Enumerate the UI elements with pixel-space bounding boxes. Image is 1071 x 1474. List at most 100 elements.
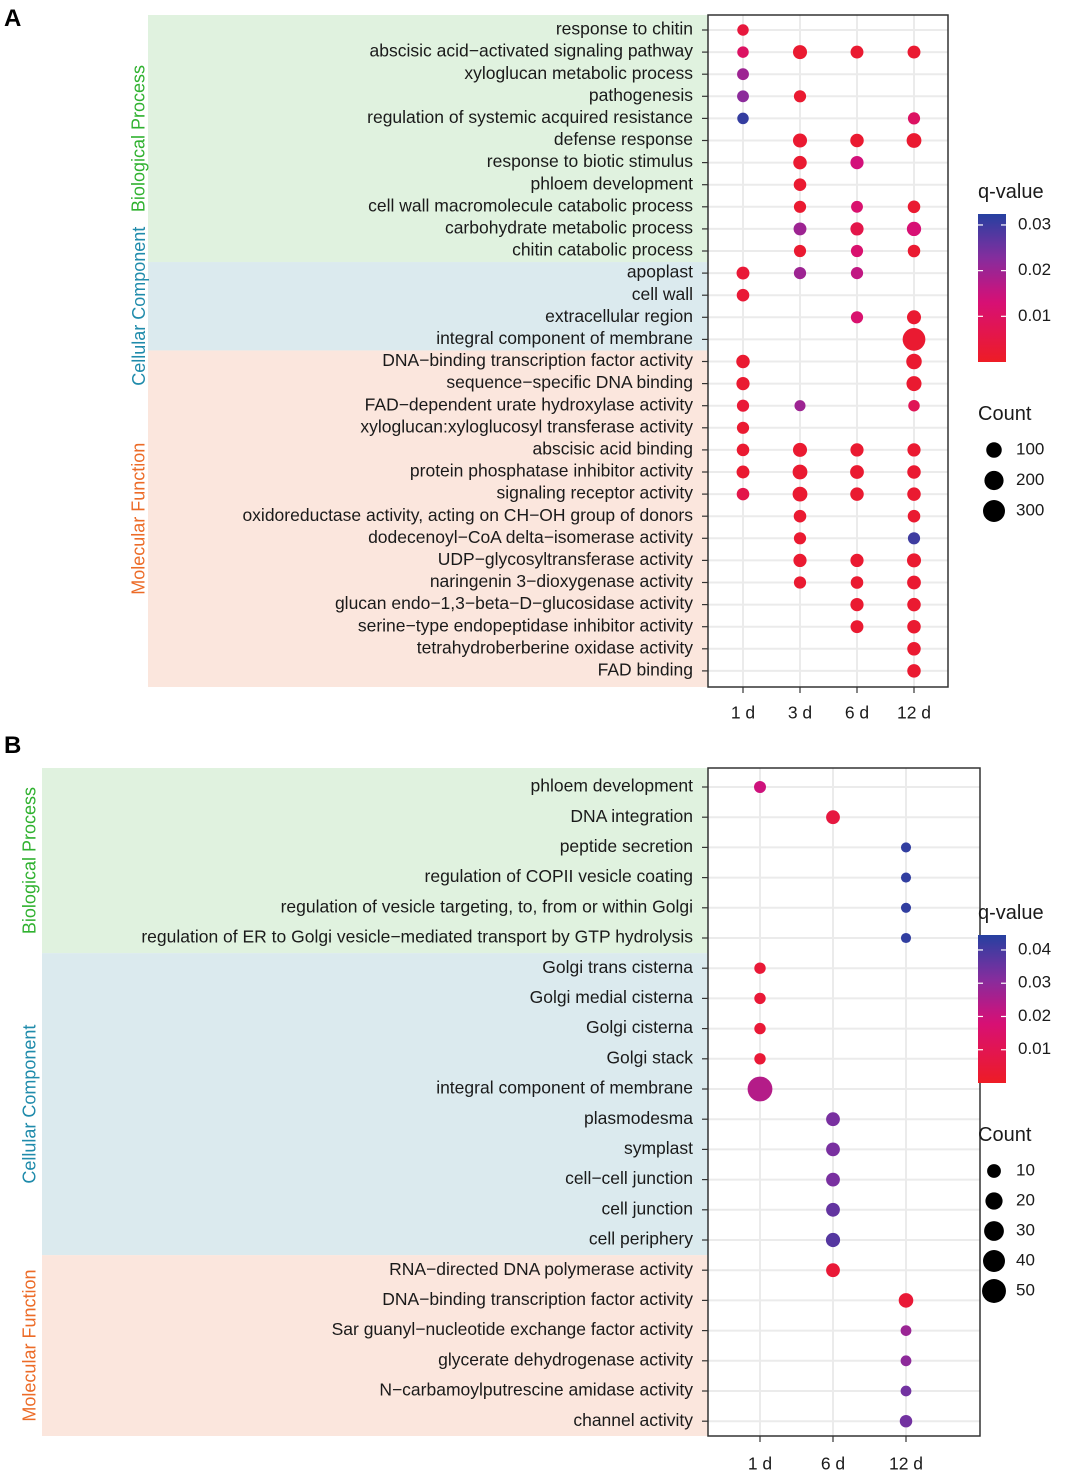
- data-point: [736, 354, 750, 369]
- data-point: [850, 244, 864, 258]
- data-point: [754, 992, 766, 1005]
- data-point: [850, 443, 864, 457]
- colorbar-tick-label: 0.03: [1018, 973, 1051, 992]
- term-label: UDP−glycosyltransferase activity: [438, 549, 694, 569]
- data-point: [754, 1022, 766, 1035]
- term-label: defense response: [554, 129, 693, 149]
- x-tick-label: 1 d: [731, 703, 755, 723]
- group-band: [148, 350, 708, 687]
- data-point: [793, 266, 807, 280]
- data-point: [792, 464, 808, 480]
- data-point: [907, 112, 921, 125]
- size-key-dot: [986, 442, 1002, 458]
- data-point: [850, 487, 864, 501]
- size-key-dot: [983, 1250, 1005, 1272]
- term-label: extracellular region: [545, 306, 693, 326]
- data-point: [793, 155, 807, 170]
- data-point: [850, 266, 864, 280]
- data-point: [850, 156, 864, 170]
- term-label: FAD binding: [598, 660, 693, 680]
- data-point: [898, 1293, 914, 1308]
- data-point: [906, 133, 922, 148]
- term-label: regulation of ER to Golgi vesicle−mediat…: [141, 927, 693, 947]
- term-label: abscisic acid binding: [532, 439, 693, 459]
- size-key-label: 20: [1016, 1190, 1035, 1209]
- data-point: [736, 266, 750, 280]
- group-band: [148, 15, 708, 263]
- group-label: Cellular Component: [129, 227, 149, 386]
- data-point: [850, 620, 864, 634]
- data-point: [851, 200, 863, 213]
- group-label: Biological Process: [129, 65, 149, 212]
- term-label: RNA−directed DNA polymerase activity: [389, 1259, 693, 1279]
- data-point: [747, 1076, 773, 1102]
- term-label: phloem development: [531, 776, 694, 796]
- colorbar-tick-label: 0.04: [1018, 939, 1051, 958]
- data-point: [825, 1232, 841, 1248]
- term-label: DNA−binding transcription factor activit…: [382, 1289, 693, 1309]
- term-label: response to chitin: [556, 19, 693, 39]
- term-label: integral component of membrane: [436, 1078, 693, 1098]
- data-point: [900, 932, 912, 944]
- term-label: Golgi stack: [606, 1047, 693, 1067]
- panel-label: B: [4, 732, 21, 759]
- data-point: [793, 244, 807, 258]
- data-point: [736, 443, 750, 457]
- group-label: Molecular Function: [20, 1270, 40, 1422]
- data-point: [907, 509, 921, 523]
- term-label: Golgi cisterna: [586, 1017, 693, 1037]
- term-label: symplast: [624, 1138, 693, 1158]
- term-label: naringenin 3−dioxygenase activity: [430, 571, 693, 591]
- data-point: [900, 1355, 912, 1367]
- panel-label: A: [4, 5, 21, 32]
- data-point: [908, 399, 920, 412]
- data-point: [736, 465, 750, 479]
- size-key-label: 200: [1016, 470, 1044, 489]
- group-band: [42, 1255, 708, 1436]
- legend-color-title: q-value: [978, 902, 1044, 924]
- data-point: [850, 222, 864, 236]
- data-point: [793, 200, 807, 213]
- data-point: [793, 222, 807, 236]
- term-label: signaling receptor activity: [497, 483, 694, 503]
- term-label: apoplast: [627, 262, 693, 282]
- data-point: [906, 310, 922, 325]
- size-key-dot: [984, 470, 1004, 491]
- term-label: chitin catabolic process: [512, 240, 693, 260]
- group-band: [148, 262, 708, 351]
- data-point: [736, 288, 750, 302]
- data-point: [907, 575, 921, 590]
- term-label: xyloglucan metabolic process: [464, 63, 693, 83]
- data-point: [826, 1202, 840, 1217]
- data-point: [850, 553, 864, 568]
- x-tick-label: 1 d: [748, 1454, 772, 1474]
- x-tick-label: 12 d: [897, 703, 931, 723]
- data-point: [900, 872, 912, 883]
- plot-border: [707, 767, 981, 1437]
- data-point: [906, 221, 922, 237]
- data-point: [850, 311, 864, 324]
- data-point: [850, 598, 864, 612]
- data-point: [900, 1385, 912, 1397]
- term-label: glucan endo−1,3−beta−D−glucosidase activ…: [335, 593, 693, 613]
- data-point: [850, 45, 864, 59]
- size-key-dot: [984, 1221, 1004, 1241]
- data-point: [793, 553, 807, 568]
- data-point: [826, 1263, 840, 1278]
- term-label: DNA−binding transcription factor activit…: [382, 350, 693, 370]
- data-point: [907, 619, 921, 634]
- legend-color-title: q-value: [978, 181, 1044, 203]
- group-label: Molecular Function: [129, 443, 149, 595]
- term-label: sequence−specific DNA binding: [446, 372, 693, 392]
- term-label: cell junction: [602, 1198, 693, 1218]
- data-point: [736, 487, 750, 501]
- data-point: [900, 842, 912, 853]
- colorbar-tick-label: 0.02: [1018, 1006, 1051, 1025]
- size-key-dot: [987, 1164, 1001, 1178]
- term-label: glycerate dehydrogenase activity: [438, 1349, 693, 1369]
- term-label: Golgi medial cisterna: [530, 987, 694, 1007]
- data-point: [907, 532, 921, 545]
- data-point: [899, 1414, 913, 1428]
- term-label: tetrahydroberberine oxidase activity: [417, 637, 694, 657]
